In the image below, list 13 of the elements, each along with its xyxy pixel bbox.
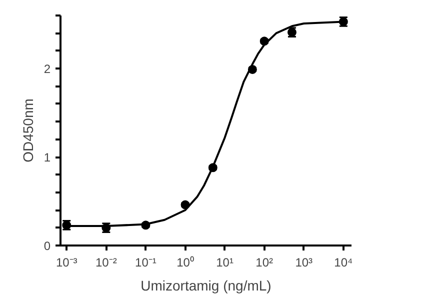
x-tick-label: 10⁰ (176, 256, 194, 270)
x-tick-label: 10⁴ (334, 256, 353, 270)
x-axis-title: Umizortamig (ng/mL) (140, 278, 272, 294)
y-tick-label: 2 (44, 62, 51, 76)
x-tick-label: 10⁻³ (56, 256, 78, 270)
y-tick-label: 1 (44, 150, 51, 165)
y-tick-label: 0 (44, 239, 51, 253)
x-tick-label: 10⁻¹ (135, 256, 156, 270)
x-tick-label: 10⁻² (95, 256, 117, 270)
y-axis-title: OD450nm (20, 98, 36, 162)
x-tick-label: 10³ (295, 256, 313, 270)
x-tick-label: 10² (256, 256, 274, 270)
x-tick-label: 10¹ (216, 256, 234, 270)
